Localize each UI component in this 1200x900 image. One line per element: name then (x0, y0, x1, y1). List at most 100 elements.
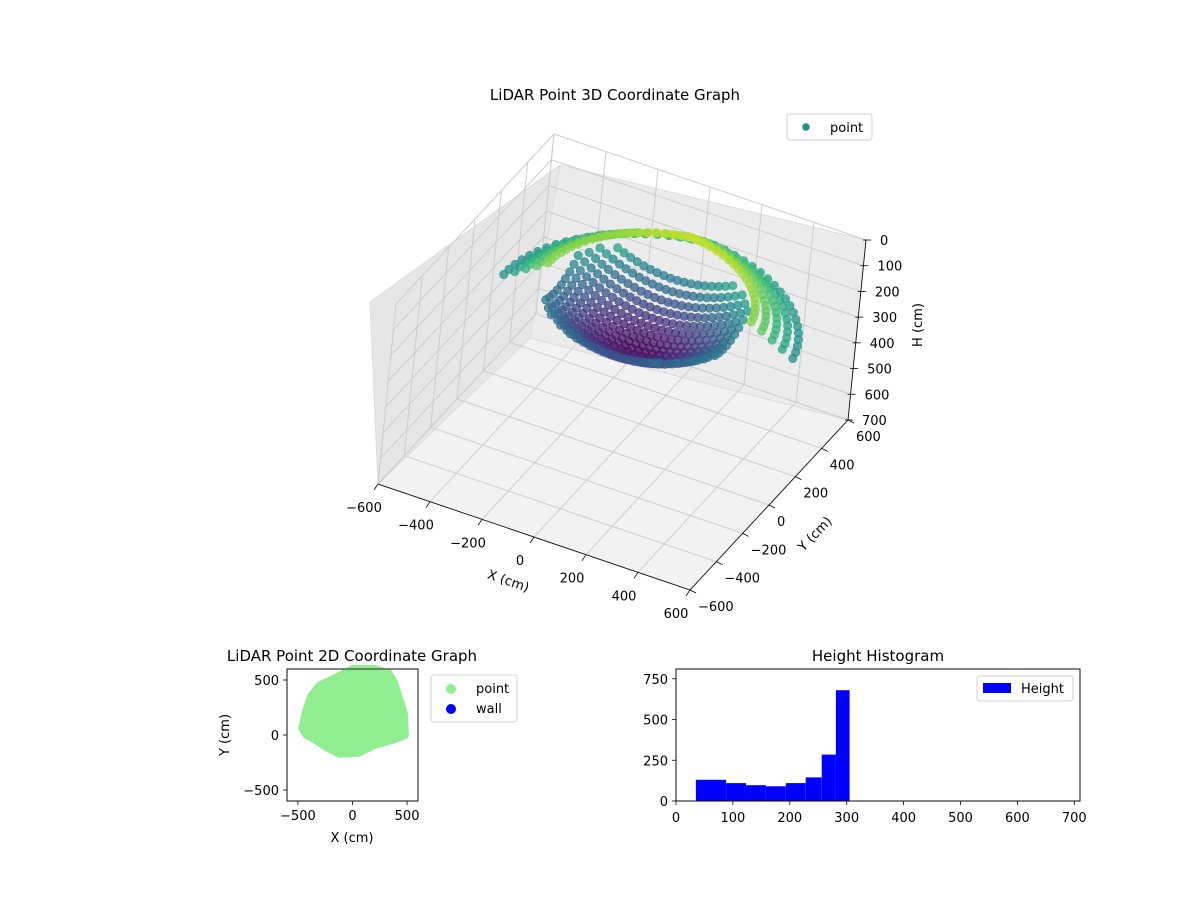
y-tick-label-2d: −500 (243, 784, 279, 799)
chart-3d-title: LiDAR Point 3D Coordinate Graph (490, 86, 740, 104)
chart-2d: LiDAR Point 2D Coordinate Graph −500 0 500… (218, 647, 518, 846)
lidar-point-3d (605, 279, 615, 289)
point-cloud-2d-footprint (298, 665, 409, 758)
x-tick-mark-3d (685, 589, 691, 597)
lidar-point-3d (608, 254, 618, 264)
lidar-point-3d (676, 230, 686, 240)
lidar-point-3d (659, 228, 669, 238)
y-axis-label-2d: Y (cm) (218, 714, 233, 757)
x-tick-mark-3d (581, 554, 587, 561)
grid-back-horizontal (551, 159, 864, 267)
lidar-point-3d (712, 246, 722, 256)
lidar-point-3d (643, 321, 653, 331)
lidar-point-3d (603, 300, 613, 310)
x-tick-mark-3d (477, 519, 483, 526)
x-tick-label-histogram: 200 (777, 811, 802, 826)
x-tick-label-3d: 400 (612, 589, 637, 604)
x-axis-label-2d: X (cm) (331, 831, 374, 846)
x-tick-label-histogram: 300 (834, 811, 859, 826)
grid-left-horizontal (382, 262, 542, 433)
y-tick-mark-3d (821, 447, 828, 452)
z-tick-label-3d: 200 (875, 285, 900, 300)
y-tick-mark-3d (689, 589, 697, 594)
lidar-point-3d (616, 274, 626, 284)
lidar-point-3d (613, 243, 623, 253)
histogram-bar (785, 783, 806, 801)
lidar-point-3d (777, 344, 787, 354)
legend-3d-frame (786, 113, 873, 141)
z-tick-label-3d: 0 (880, 234, 888, 249)
y-tick-label-3d: −200 (751, 543, 787, 558)
grid-left-vertical (377, 303, 397, 485)
x-tick-mark-3d (633, 572, 639, 579)
y-tick-mark-3d (847, 419, 855, 424)
lidar-point-3d (610, 230, 620, 240)
histogram-bar (821, 754, 836, 801)
z-tick-label-3d: 400 (870, 337, 895, 352)
lidar-point-3d (575, 266, 585, 276)
x-tick-label-2d: 0 (348, 809, 356, 824)
lidar-point-3d (788, 353, 798, 363)
x-tick-label-histogram: 700 (1062, 811, 1087, 826)
lidar-point-3d (610, 304, 620, 314)
legend-2d-marker-point (446, 684, 456, 694)
lidar-point-3d (610, 270, 620, 280)
grid-left-vertical (535, 133, 555, 315)
lidar-point-3d (603, 264, 613, 274)
lidar-point-3d (632, 257, 642, 267)
lidar-point-3d (546, 309, 556, 319)
lidar-point-3d (634, 228, 644, 238)
histogram-bar (726, 783, 746, 801)
z-tick-label-3d: 600 (865, 388, 890, 403)
grid-back-vertical (795, 222, 815, 403)
grid-back-horizontal (546, 210, 859, 318)
ticks-2d: −500 0 500 500 0 −500 (243, 674, 419, 824)
grid-left-vertical (482, 190, 502, 371)
lidar-point-3d (612, 284, 622, 294)
lidar-point-3d (684, 232, 694, 242)
lidar-point-3d (569, 259, 579, 269)
lidar-point-3d (588, 277, 598, 287)
grid-left-horizontal (377, 313, 537, 485)
lidar-point-3d (628, 268, 638, 278)
legend-2d-label-point: point (476, 682, 509, 697)
lidar-point-3d (597, 295, 607, 305)
lidar-point-3d (543, 258, 553, 268)
lidar-point-3d (656, 295, 666, 305)
y-tick-label-3d: 600 (856, 430, 881, 445)
x-tick-mark-3d (425, 501, 431, 508)
x-tick-label-2d: −500 (280, 809, 316, 824)
lidar-point-3d (643, 227, 653, 237)
lidar-point-3d (541, 295, 551, 305)
lidar-point-3d (584, 247, 594, 257)
lidar-point-3d (665, 273, 675, 283)
lidar-point-3d (532, 261, 542, 271)
lidar-point-3d (746, 317, 756, 327)
grid-left-horizontal (395, 133, 555, 305)
grid-left-vertical (403, 275, 423, 456)
lidar-point-3d (608, 292, 618, 302)
point-cloud-2d (298, 665, 409, 758)
x-tick-label-histogram: 500 (948, 811, 973, 826)
grid-left-vertical (456, 218, 476, 400)
histogram-bar (805, 777, 822, 801)
lidar-point-3d (595, 243, 605, 253)
histogram-bar (765, 786, 786, 801)
x-tick-label-3d: −200 (450, 536, 486, 551)
legend-histogram-frame (976, 675, 1074, 702)
point-cloud-3d (499, 227, 803, 369)
grid-3d (377, 133, 867, 591)
histogram-bar (746, 785, 766, 801)
lidar-point-3d (580, 257, 590, 267)
x-tick-label-3d: −400 (398, 519, 434, 534)
y-axis-label-3d: Y (cm) (795, 514, 836, 555)
x-tick-label-3d: 200 (560, 572, 585, 587)
lidar-point-3d (510, 267, 520, 277)
z-tick-label-3d: 700 (862, 414, 887, 429)
lidar-point-3d (621, 264, 631, 274)
lidar-point-3d (565, 329, 575, 339)
y-tick-label-2d: 500 (254, 674, 279, 689)
x-tick-label-2d: 500 (395, 809, 420, 824)
lidar-point-3d (601, 249, 611, 259)
lidar-point-3d (499, 269, 509, 279)
